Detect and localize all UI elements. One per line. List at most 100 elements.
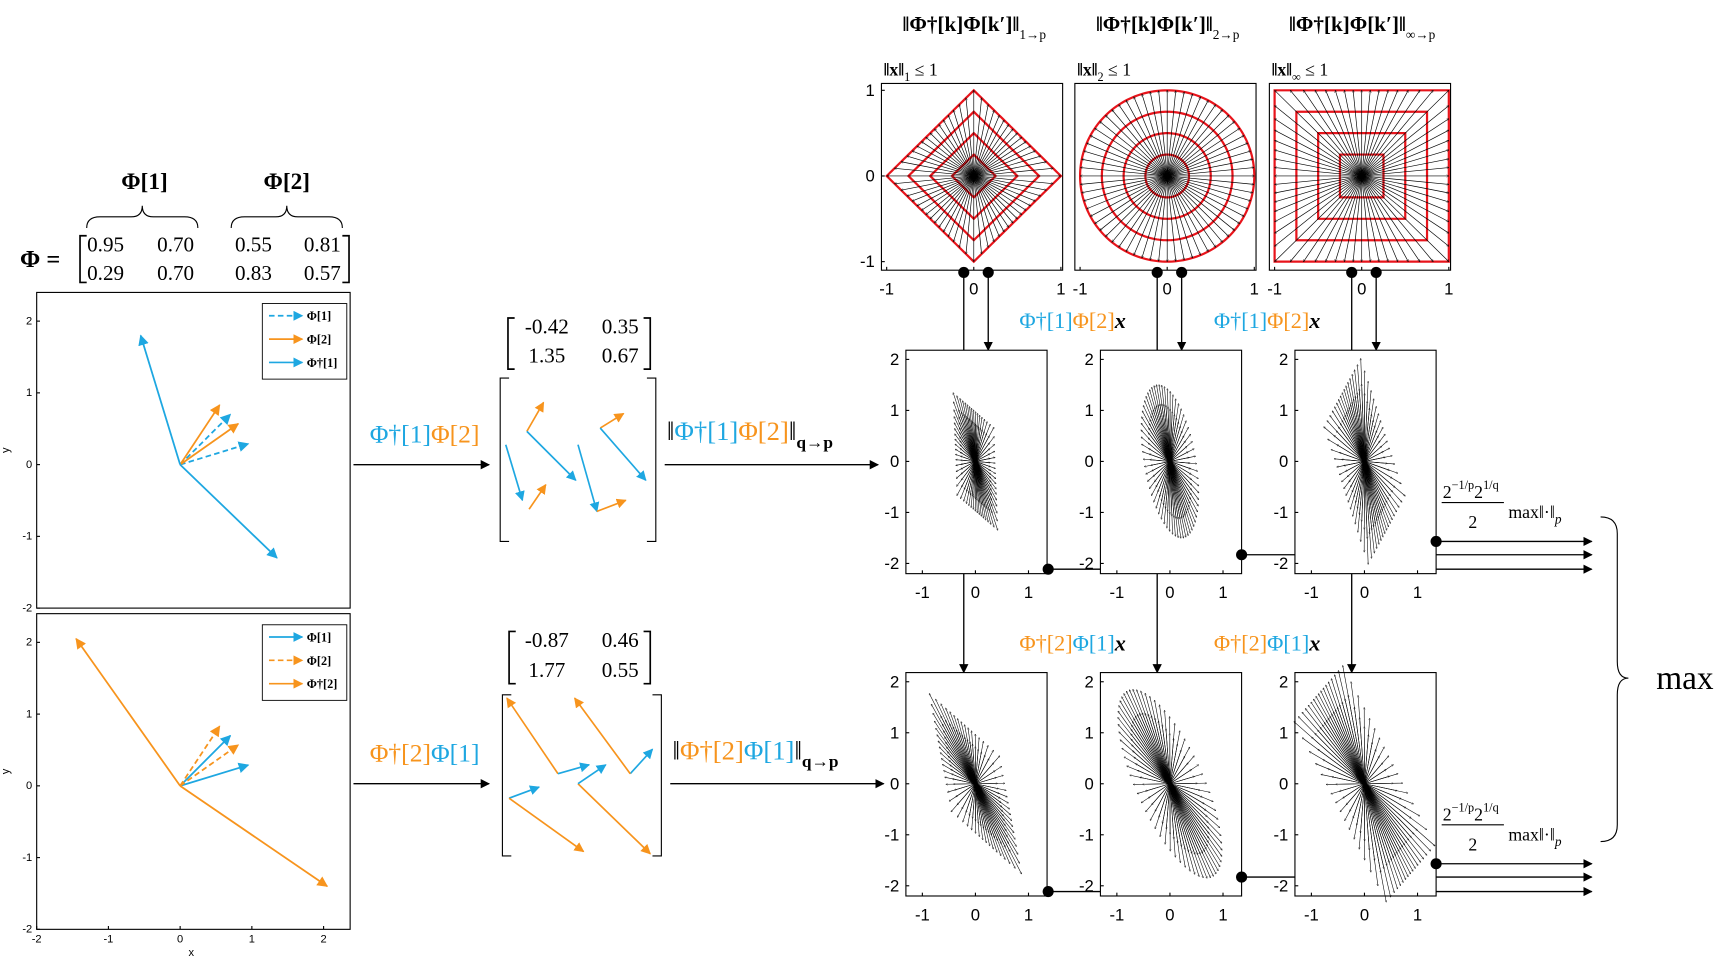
ray [1167, 143, 1247, 177]
mapped-ray [959, 417, 976, 462]
big-bracket [501, 694, 662, 857]
mapped-ray [1169, 461, 1190, 463]
mapped-ray [1169, 750, 1181, 784]
mapped-ray [960, 441, 976, 462]
y-tick-label: 0 [890, 774, 899, 793]
ray [1361, 175, 1433, 262]
phi2-label: Φ[2] [264, 169, 311, 195]
op: max‖·‖ [1508, 824, 1554, 844]
ray [1112, 110, 1168, 177]
ray [1361, 175, 1371, 262]
mapped-ray [1356, 461, 1365, 502]
matrix-entry: -0.42 [525, 315, 569, 339]
mapped-ray [1346, 412, 1365, 462]
y-tick-label: 0 [1279, 452, 1288, 471]
mapped-ray [1150, 419, 1171, 462]
y-tick-label: 2 [26, 637, 32, 649]
ray [1275, 90, 1362, 177]
mapped-ray [1169, 783, 1206, 849]
x-tick-label: -1 [1109, 583, 1124, 602]
mapped-ray [1364, 461, 1376, 520]
mapped-ray [975, 783, 1008, 844]
ray [973, 98, 982, 177]
y-tick-label: 0 [26, 459, 32, 471]
y-tick-label: -2 [884, 876, 899, 895]
mapped-ray [1149, 428, 1171, 462]
ray [943, 175, 975, 232]
text-part: Φ[1] [1073, 630, 1115, 655]
y-tick-label: -1 [1273, 825, 1288, 844]
y-tick-label: 1 [890, 401, 899, 420]
exponent: 1/q [1483, 801, 1499, 815]
mapped-ray [1339, 453, 1365, 462]
mapped-ray [1364, 461, 1367, 538]
ray [1090, 135, 1168, 177]
ray [1275, 175, 1362, 184]
mapped-ray [1162, 725, 1171, 784]
ray [1361, 175, 1398, 262]
ray [973, 175, 1004, 232]
mapped-ray [959, 423, 976, 462]
mapped-ray [1152, 413, 1171, 462]
mapped-ray [947, 752, 976, 784]
mapped-ray [1149, 454, 1171, 462]
mapped-ray [1160, 404, 1171, 462]
text-part: x [1308, 308, 1320, 333]
ray [912, 151, 974, 177]
constraint-rest: ≤ 1 [910, 60, 938, 80]
ray [1275, 119, 1362, 177]
constraint: ‖x‖2 ≤ 1 [1077, 60, 1131, 85]
mapped-ray [1169, 783, 1205, 852]
y-tick-label: 0 [1084, 452, 1093, 471]
mapped-ray [1357, 393, 1365, 462]
ray [973, 175, 1018, 219]
ray [1275, 168, 1362, 177]
ray [1167, 151, 1250, 177]
mapped-ray [1326, 720, 1365, 784]
mapped-ray [1155, 718, 1171, 784]
mapped-ray [1364, 783, 1386, 866]
ray [1081, 175, 1168, 184]
ray [1100, 175, 1168, 230]
mapped-ray [1342, 420, 1365, 462]
arrow [179, 441, 250, 466]
mapped-ray [1169, 461, 1191, 468]
mapped-ray [1169, 461, 1192, 479]
arrow [577, 783, 651, 855]
y-tick-label: -2 [22, 924, 32, 936]
mapped-ray [1364, 461, 1371, 530]
subscript: 2→p [1213, 27, 1240, 42]
x-tick-label: 0 [1163, 280, 1172, 299]
mapped-ray [975, 461, 991, 486]
ray [1361, 175, 1449, 223]
text-part: ‖ [794, 735, 801, 765]
mapped-ray [974, 461, 976, 497]
x-tick-label: 0 [1360, 905, 1369, 924]
mapped-ray [1318, 749, 1365, 784]
mapped-ray [1169, 411, 1172, 462]
mapped-ray [1169, 756, 1185, 784]
x-tick-label: -1 [879, 280, 894, 299]
y-tick-label: -2 [1079, 554, 1094, 573]
subscript: ∞ [1292, 70, 1301, 84]
ray [1275, 175, 1362, 262]
scale-denominator: 2 [1468, 834, 1477, 854]
mapped-ray [961, 461, 976, 464]
ray [1150, 92, 1168, 177]
mapped-ray [940, 716, 976, 784]
base: 2 [1443, 482, 1452, 502]
mapped-ray [1169, 461, 1187, 513]
x-tick-label: 1 [1413, 583, 1422, 602]
mapped-ray [975, 783, 998, 789]
row-label: Φ†[1]Φ[2]x [1019, 308, 1126, 333]
arrow [629, 748, 654, 775]
mapped-ray [1322, 725, 1365, 784]
ray [922, 142, 974, 177]
ray [1353, 90, 1363, 177]
ray [1142, 94, 1168, 177]
mapped-ray [967, 461, 976, 491]
mapped-ray [1364, 763, 1382, 784]
mapped-ray [975, 771, 995, 785]
mapped-ray [975, 453, 990, 462]
mapped-ray [975, 461, 990, 478]
